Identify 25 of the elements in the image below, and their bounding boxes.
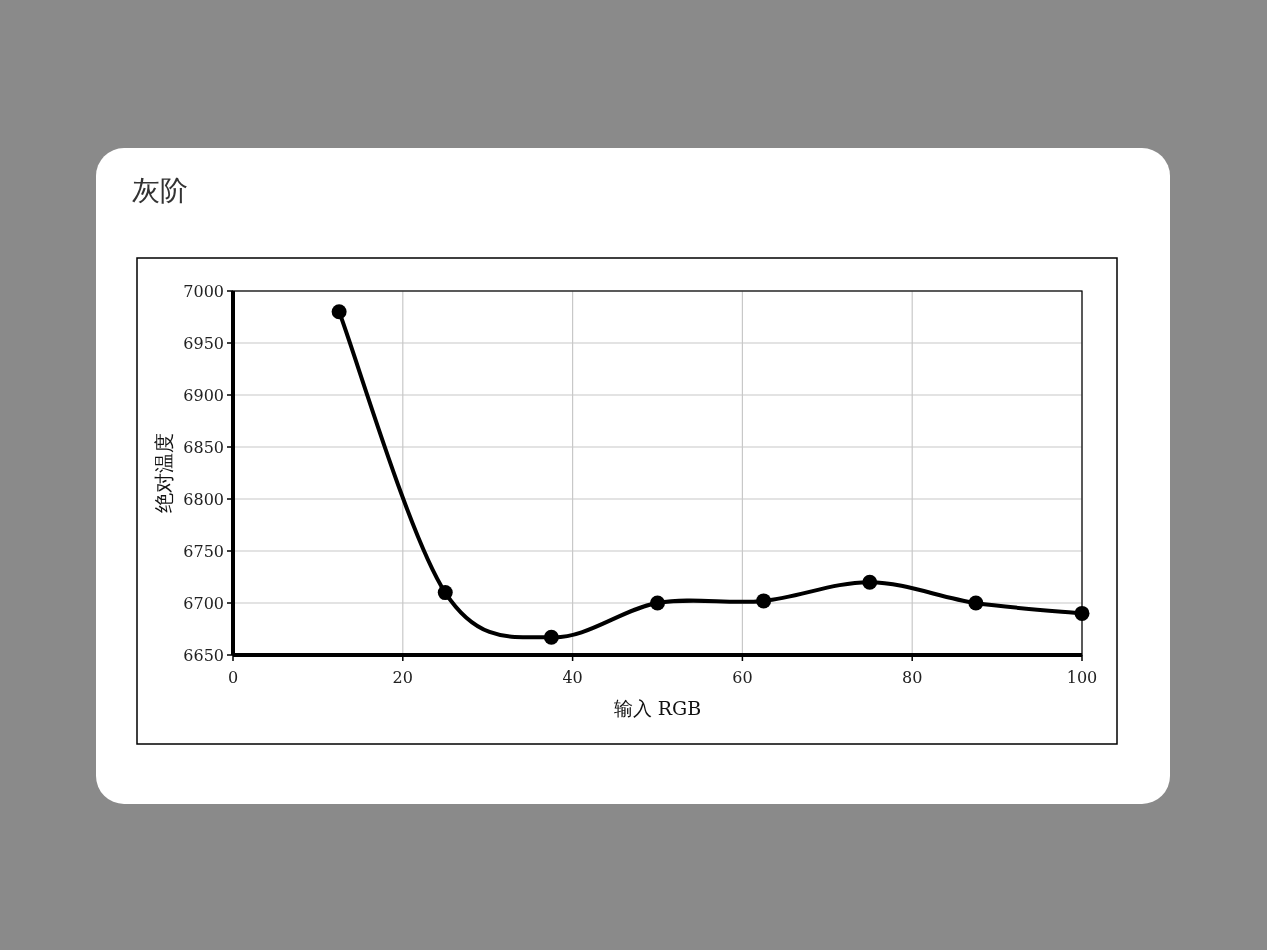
- chart-title: 灰阶: [132, 174, 188, 207]
- point: [331, 304, 347, 320]
- x-tick-label: 100: [1066, 668, 1098, 687]
- y-tick-label: 6700: [183, 594, 224, 613]
- x-tick-label: 80: [902, 668, 923, 687]
- y-tick-label: 6750: [183, 542, 224, 561]
- x-tick-label: 20: [392, 668, 413, 687]
- y-tick-label: 6800: [183, 490, 224, 509]
- y-tick-label: 6900: [183, 386, 224, 405]
- y-tick-label: 6650: [183, 646, 224, 665]
- point: [862, 574, 878, 590]
- y-tick-label: 6850: [183, 438, 224, 457]
- y-axis-title: 绝对温度: [152, 433, 176, 513]
- x-tick-label: 60: [732, 668, 753, 687]
- y-tick-label: 6950: [183, 334, 224, 353]
- point: [437, 585, 453, 601]
- point: [1074, 605, 1090, 621]
- x-tick-label: 0: [227, 668, 239, 687]
- x-tick-label: 40: [562, 668, 583, 687]
- y-tick-label: 7000: [183, 282, 224, 301]
- point: [968, 595, 984, 611]
- point: [543, 629, 559, 645]
- x-axis-title: 输入 RGB: [613, 697, 702, 719]
- point: [650, 595, 665, 611]
- point: [756, 593, 772, 609]
